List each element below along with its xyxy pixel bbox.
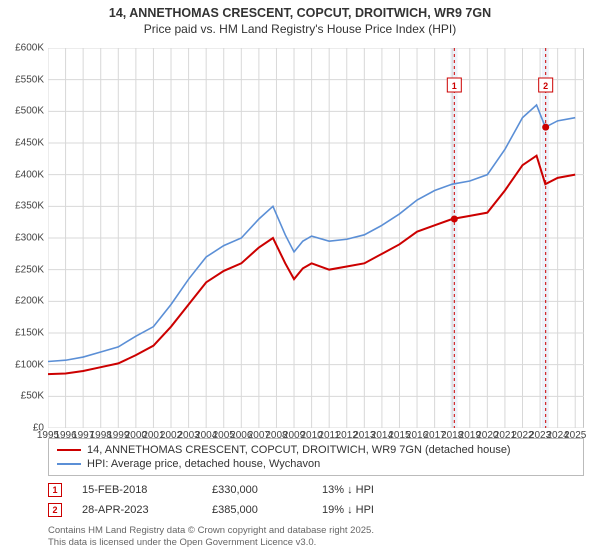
y-tick-label: £600K — [15, 43, 44, 54]
chart-area: 12 — [48, 48, 584, 428]
sale-marker-number: 1 — [52, 485, 57, 495]
y-tick-label: £500K — [15, 106, 44, 117]
svg-text:1: 1 — [452, 81, 457, 91]
legend-row: 14, ANNETHOMAS CRESCENT, COPCUT, DROITWI… — [57, 443, 575, 457]
line-chart-svg: 12 — [48, 48, 584, 428]
sale-price: £330,000 — [212, 484, 302, 496]
sale-date: 15-FEB-2018 — [82, 484, 192, 496]
title-line2: Price paid vs. HM Land Registry's House … — [10, 22, 590, 36]
y-tick-label: £200K — [15, 296, 44, 307]
y-tick-label: £150K — [15, 328, 44, 339]
sale-marker-number: 2 — [52, 505, 57, 515]
sale-marker-icon: 2 — [48, 503, 62, 517]
title-line1: 14, ANNETHOMAS CRESCENT, COPCUT, DROITWI… — [10, 6, 590, 20]
y-tick-label: £550K — [15, 74, 44, 85]
footer-line2: This data is licensed under the Open Gov… — [48, 537, 584, 549]
y-tick-label: £100K — [15, 359, 44, 370]
legend-row: HPI: Average price, detached house, Wych… — [57, 457, 575, 471]
y-tick-label: £350K — [15, 201, 44, 212]
footer-line1: Contains HM Land Registry data © Crown c… — [48, 525, 584, 537]
legend-label: HPI: Average price, detached house, Wych… — [87, 458, 320, 470]
sale-marker-icon: 1 — [48, 483, 62, 497]
svg-text:2: 2 — [543, 81, 548, 91]
sale-price: £385,000 — [212, 504, 302, 516]
sale-diff: 13% ↓ HPI — [322, 484, 422, 496]
sale-row: 2 28-APR-2023 £385,000 19% ↓ HPI — [48, 500, 584, 520]
y-tick-label: £50K — [21, 391, 44, 402]
y-tick-label: £250K — [15, 264, 44, 275]
chart-title-block: 14, ANNETHOMAS CRESCENT, COPCUT, DROITWI… — [0, 0, 600, 38]
legend-swatch — [57, 463, 81, 465]
legend-swatch — [57, 449, 81, 451]
sale-rows: 1 15-FEB-2018 £330,000 13% ↓ HPI 2 28-AP… — [48, 480, 584, 520]
sale-date: 28-APR-2023 — [82, 504, 192, 516]
y-tick-label: £450K — [15, 138, 44, 149]
y-tick-label: £300K — [15, 233, 44, 244]
footer-note: Contains HM Land Registry data © Crown c… — [48, 525, 584, 550]
sale-diff: 19% ↓ HPI — [322, 504, 422, 516]
sale-row: 1 15-FEB-2018 £330,000 13% ↓ HPI — [48, 480, 584, 500]
legend-box: 14, ANNETHOMAS CRESCENT, COPCUT, DROITWI… — [48, 438, 584, 476]
y-tick-label: £400K — [15, 169, 44, 180]
legend-label: 14, ANNETHOMAS CRESCENT, COPCUT, DROITWI… — [87, 444, 511, 456]
